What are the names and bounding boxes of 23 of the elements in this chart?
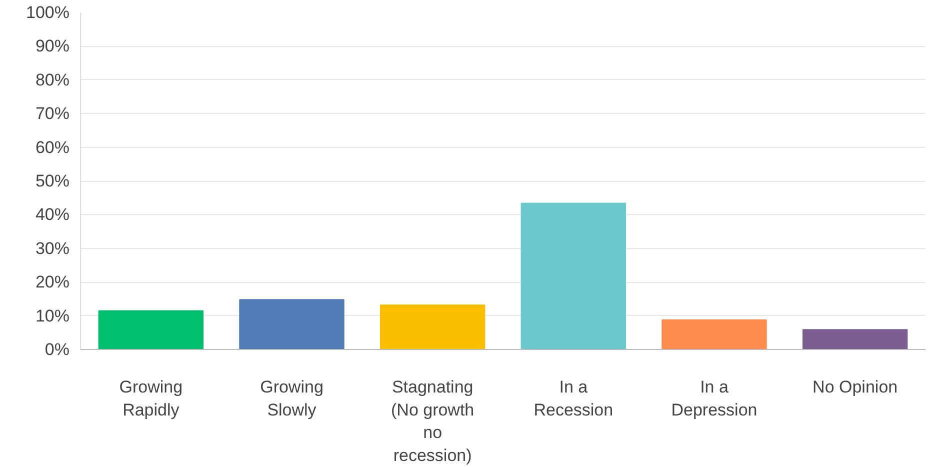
bar <box>98 310 204 350</box>
y-tick-label: 20% <box>35 272 70 292</box>
x-tick-label: In a Depression <box>671 378 758 420</box>
bar <box>520 202 626 350</box>
y-tick-label: 100% <box>26 3 70 22</box>
y-tick-label: 30% <box>35 238 70 258</box>
x-tick-label: In a Recession <box>534 378 614 420</box>
y-tick-label: 90% <box>35 36 70 56</box>
x-tick-label: Stagnating (No growth no recession) <box>391 378 474 465</box>
y-tick-label: 10% <box>35 306 70 326</box>
x-tick-label: No Opinion <box>812 378 898 396</box>
y-tick-label: 60% <box>35 138 70 157</box>
y-tick-label: 50% <box>35 172 70 190</box>
y-tick-label: 40% <box>35 205 70 224</box>
bar <box>239 299 344 350</box>
x-tick-label: Growing Slowly <box>260 378 324 420</box>
y-tick-label: 70% <box>35 104 70 124</box>
bar <box>380 304 486 350</box>
y-tick-label: 0% <box>44 340 70 359</box>
bar <box>802 329 908 350</box>
bar <box>662 319 767 350</box>
x-tick-label: Growing Rapidly <box>119 378 183 420</box>
y-tick-label: 80% <box>35 70 70 90</box>
